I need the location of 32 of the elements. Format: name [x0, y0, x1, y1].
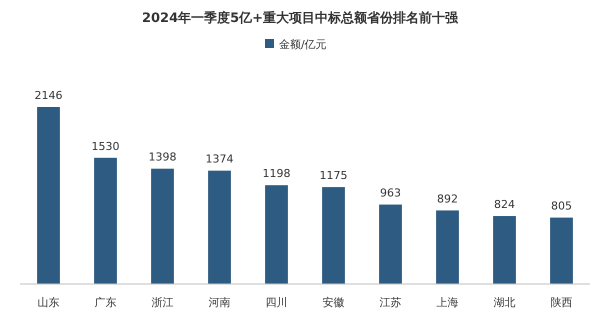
bar — [151, 168, 174, 284]
x-tick-label: 安徽 — [322, 296, 344, 309]
chart-title: 2024年一季度5亿+重大项目中标总额省份排名前十强 — [142, 10, 460, 26]
data-label: 892 — [437, 192, 458, 206]
bar — [436, 210, 459, 284]
data-label: 805 — [551, 200, 572, 213]
bar — [37, 107, 60, 284]
x-tick-label: 四川 — [266, 296, 288, 309]
x-tick-label: 河南 — [208, 296, 230, 309]
bar — [379, 204, 402, 284]
x-tick-label: 浙江 — [152, 296, 174, 309]
data-label: 1198 — [262, 167, 290, 180]
bar — [550, 218, 573, 284]
x-tick-label: 上海 — [436, 296, 458, 309]
bar — [322, 187, 345, 284]
x-tick-label: 山东 — [38, 296, 60, 309]
bar — [493, 216, 516, 284]
x-tick-label: 陕西 — [550, 296, 572, 309]
data-label: 824 — [494, 198, 515, 212]
x-tick-label: 江苏 — [380, 296, 402, 309]
data-label: 2146 — [34, 89, 62, 102]
legend-label: 金额/亿元 — [279, 38, 327, 51]
bar — [94, 158, 117, 284]
x-tick-label: 湖北 — [494, 296, 516, 309]
data-label: 1175 — [320, 169, 348, 182]
x-tick-label: 广东 — [94, 296, 116, 309]
data-label: 963 — [380, 186, 401, 200]
data-label: 1374 — [206, 152, 234, 166]
data-label: 1398 — [148, 150, 176, 164]
data-label: 1530 — [92, 140, 120, 153]
bar — [265, 185, 288, 284]
bar — [208, 170, 231, 284]
